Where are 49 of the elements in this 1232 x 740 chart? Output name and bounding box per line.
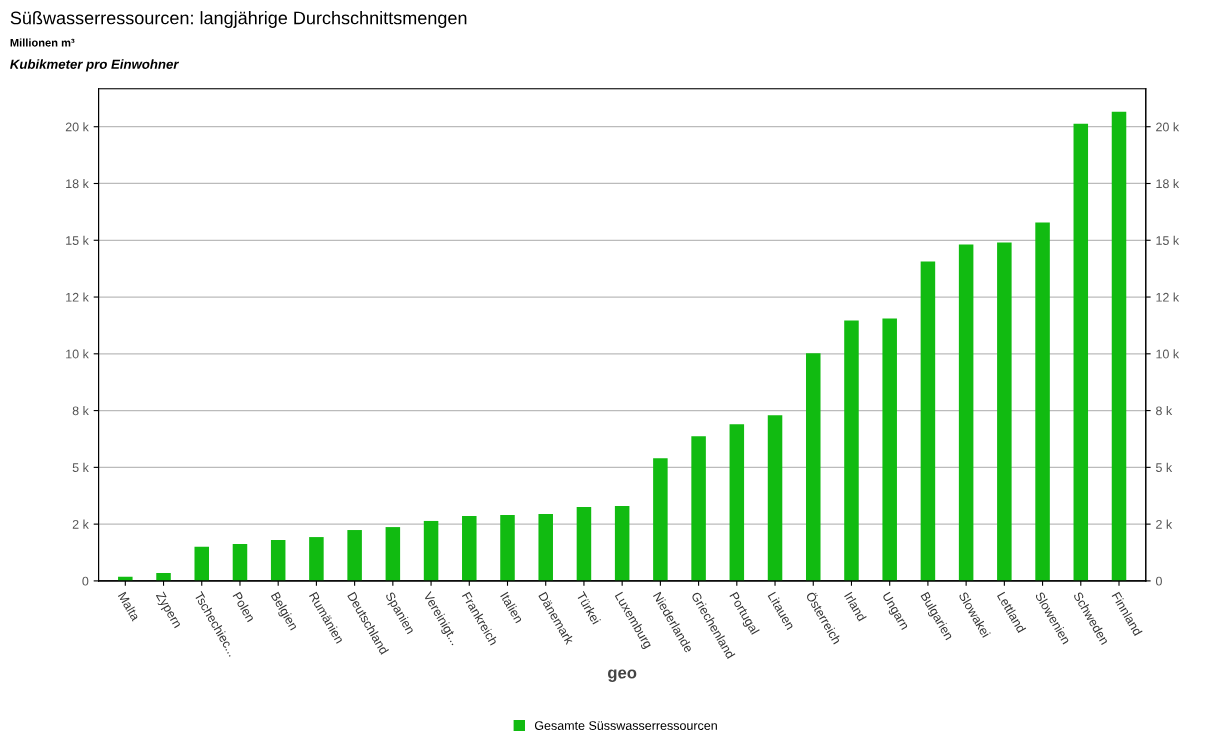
bar	[844, 320, 859, 581]
y-tick-label: 15 k	[66, 235, 89, 245]
y2-tick-label: 8 k	[1156, 406, 1173, 416]
bar	[194, 546, 210, 581]
y2-tick-label: 20 k	[1156, 122, 1180, 132]
bar	[691, 436, 706, 581]
bar	[500, 515, 515, 581]
bar	[385, 527, 401, 581]
y-tick-label: 0	[82, 576, 89, 586]
bar	[997, 242, 1012, 581]
bar	[423, 520, 439, 581]
y2-tick-label: 18 k	[1156, 178, 1180, 189]
bar	[958, 244, 974, 581]
bar	[538, 513, 553, 581]
y2-tick-label: 12 k	[1156, 292, 1180, 302]
y2-tick-label: 15 k	[1156, 235, 1180, 245]
y-tick-label: 20 k	[65, 122, 89, 132]
y2-tick-label: 0	[1155, 576, 1162, 586]
bar	[156, 572, 171, 581]
y2-tick-label: 2 k	[1156, 519, 1173, 529]
bar	[1073, 123, 1089, 581]
y-tick-label: 5 k	[72, 462, 89, 473]
y-tick-label: 8 k	[72, 406, 89, 416]
bar	[347, 530, 362, 581]
y-tick-label: 10 k	[66, 349, 89, 359]
bar	[729, 424, 745, 581]
y2-tick-label: 5 k	[1155, 462, 1173, 473]
bar	[1111, 111, 1127, 581]
y-tick-label: 2 k	[72, 519, 89, 529]
bar	[576, 507, 592, 581]
text: Kubikmeter pro Einwohner	[10, 59, 180, 72]
bar	[882, 318, 897, 581]
bar	[805, 353, 821, 581]
bar	[309, 537, 324, 581]
chart-subtitle: Millionen m³	[10, 38, 75, 47]
bar	[614, 505, 630, 581]
bar	[1035, 222, 1050, 581]
bar	[270, 540, 286, 581]
legend-label: Gesamte Süsswasserressourcen	[534, 721, 717, 730]
bar	[767, 415, 783, 581]
bar	[232, 543, 248, 581]
y-tick-label: 12 k	[66, 292, 89, 302]
x-axis-title: geo	[608, 669, 637, 682]
y-tick-label: 18 k	[66, 178, 89, 189]
y2-tick-label: 10 k	[1156, 349, 1180, 359]
bar	[920, 261, 936, 581]
bar	[462, 515, 477, 581]
bar	[653, 458, 668, 581]
chart-title: Süßwasserressourcen: langjährige Durchschnittsmengen	[10, 11, 467, 28]
